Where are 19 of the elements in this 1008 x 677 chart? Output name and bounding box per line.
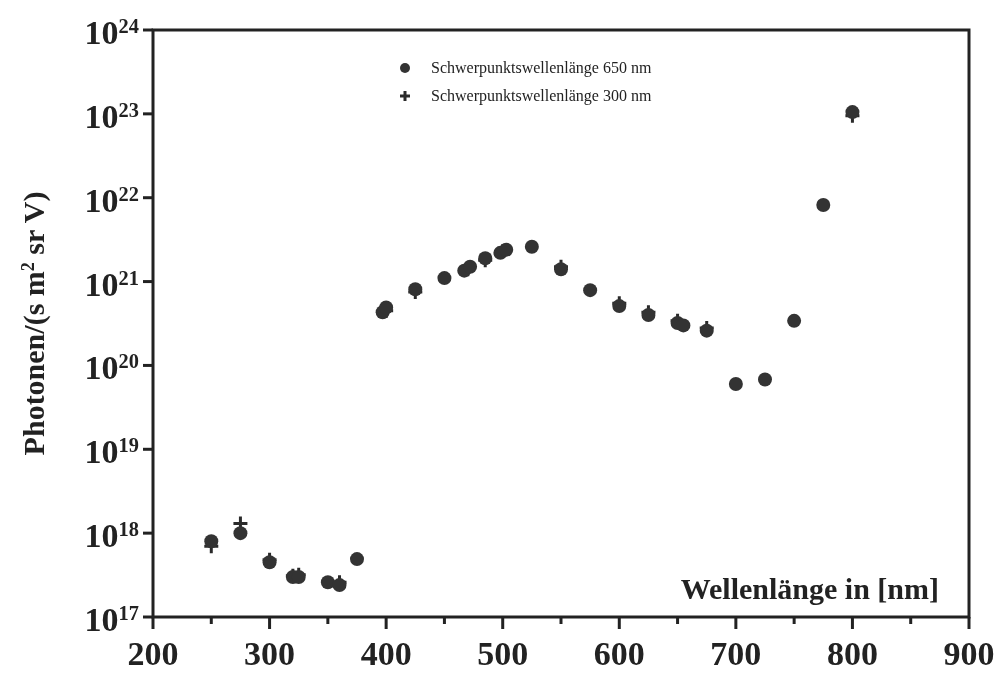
x-tick-label: 600 xyxy=(593,635,645,672)
y-tick-label: 10$^{24}$ xyxy=(84,14,139,51)
x-axis-title: Wellenlänge in [nm] xyxy=(680,572,939,605)
y-tick-label: 10$^{21}$ xyxy=(84,265,139,303)
x-tick-label: 800 xyxy=(826,635,878,672)
x-tick-label: 700 xyxy=(710,635,762,672)
x-tick-label: 200 xyxy=(127,635,179,672)
y-tick-label: 10$^{19}$ xyxy=(84,433,139,471)
y-tick-label: 10$^{23}$ xyxy=(84,97,139,135)
x-tick-label: 900 xyxy=(943,635,995,672)
legend-label: Schwerpunktswellenlänge 650 nm xyxy=(431,59,652,77)
y-tick-label: 10$^{17}$ xyxy=(84,601,139,638)
x-tick-label: 300 xyxy=(244,635,296,672)
x-tick-label: 500 xyxy=(477,635,529,672)
y-tick-label: 10$^{18}$ xyxy=(84,517,139,555)
y-tick-label: 10$^{22}$ xyxy=(84,181,139,219)
x-tick-label: 400 xyxy=(360,635,412,672)
y-tick-label: 10$^{20}$ xyxy=(84,349,139,387)
legend-label: Schwerpunktswellenlänge 300 nm xyxy=(431,87,652,105)
